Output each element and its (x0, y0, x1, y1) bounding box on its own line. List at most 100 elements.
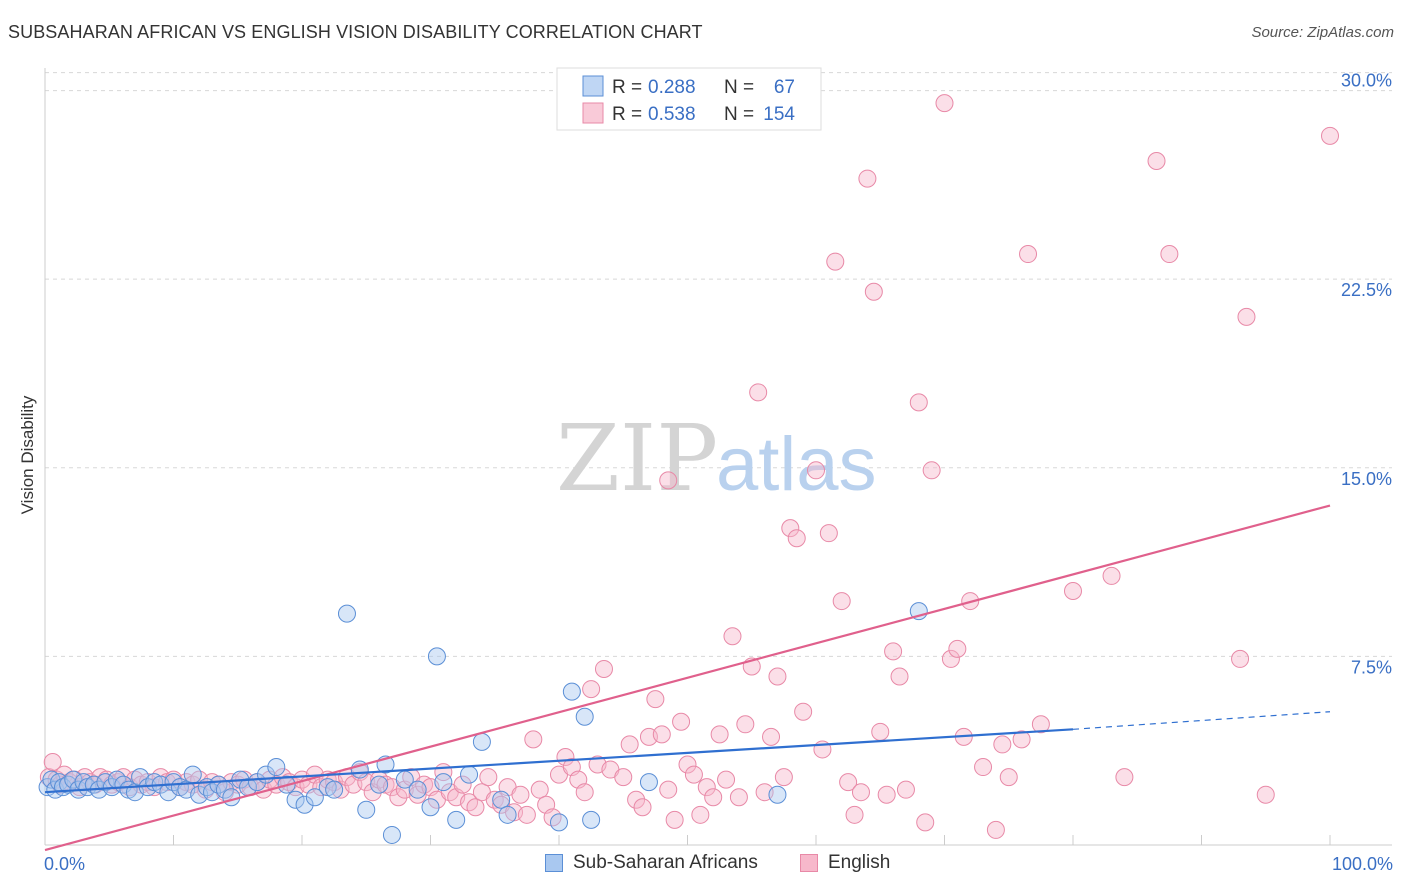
english-point (594, 659, 613, 678)
subsaharan-point (357, 800, 376, 819)
english-point (672, 712, 691, 731)
english-point (652, 725, 671, 744)
english-point (697, 778, 716, 797)
subsaharan-point (472, 732, 491, 751)
english-point (858, 169, 877, 188)
subsaharan-point (370, 775, 389, 794)
english-point (1031, 715, 1050, 734)
english-point (941, 649, 960, 668)
english-point (627, 790, 646, 809)
english-point (723, 627, 742, 646)
legend-item-subsaharan[interactable]: Sub-Saharan Africans (545, 852, 758, 874)
watermark-atlas: atlas (716, 422, 877, 507)
english-point (736, 715, 755, 734)
subsaharan-point (434, 773, 453, 792)
subsaharan-point (550, 813, 568, 832)
english-point (1147, 151, 1166, 170)
legend-swatch-pink (800, 854, 818, 872)
x-tick-labels: 0.0% 100.0% (44, 854, 1393, 874)
subsaharan-point (267, 758, 286, 777)
subsaharan-point (460, 765, 479, 784)
english-point (993, 735, 1012, 754)
english-point (710, 725, 729, 744)
subsaharan-point (562, 682, 581, 701)
english-point (909, 393, 928, 412)
english-point (922, 461, 941, 480)
subsaharan-point (427, 647, 446, 666)
english-point (884, 642, 903, 661)
english-point (768, 667, 787, 686)
english-point (935, 94, 954, 113)
chart-title: SUBSAHARAN AFRICAN VS ENGLISH VISION DIS… (8, 22, 703, 42)
english-point (646, 690, 665, 709)
english-point (794, 702, 813, 721)
subsaharan-point (408, 780, 427, 799)
english-point (832, 592, 851, 611)
english-point (530, 780, 549, 799)
english-point (582, 680, 601, 699)
subsaharan-point (59, 775, 78, 794)
english-point (749, 383, 768, 402)
english-point (1102, 566, 1121, 585)
english-point (453, 775, 472, 794)
legend-bottom: Sub-Saharan Africans English (0, 852, 1406, 878)
english-point (620, 735, 639, 754)
english-point (826, 252, 845, 271)
subsaharan-point (498, 805, 517, 824)
english-point (389, 788, 408, 807)
subsaharan-point (64, 770, 83, 789)
english-point (575, 783, 594, 802)
y-tick-label: 22.5% (1341, 280, 1392, 300)
subsaharan-point (337, 604, 356, 623)
subsaharan-point (325, 780, 344, 799)
watermark-zip: ZIP (556, 405, 718, 512)
subsaharan-point (582, 810, 601, 829)
y-tick-label: 30.0% (1341, 71, 1392, 91)
english-point (1019, 245, 1038, 264)
english-point (762, 727, 781, 746)
english-point (1012, 730, 1031, 749)
english-point (781, 519, 800, 538)
english-point (659, 471, 678, 490)
subsaharan-point (305, 788, 324, 807)
english-point (684, 765, 703, 784)
english-point (807, 461, 825, 480)
english-point (43, 753, 62, 772)
english-point (896, 780, 915, 799)
english-point (1115, 768, 1134, 787)
english-point (678, 755, 697, 774)
english-point (974, 758, 993, 777)
english-point (659, 780, 678, 799)
english-point (787, 529, 806, 548)
english-point (774, 768, 793, 787)
english-point (1231, 649, 1250, 668)
legend-label-english: English (828, 852, 891, 873)
watermark: ZIP atlas (556, 405, 877, 512)
trend-lines (44, 504, 1331, 852)
english-point (729, 788, 748, 807)
y-tick-labels: 7.5% 15.0% 22.5% 30.0% (1341, 71, 1392, 678)
english-point (1064, 582, 1082, 601)
x-tick-label-max: 100.0% (1332, 854, 1393, 874)
subsaharan-point (222, 788, 241, 807)
english-point (890, 667, 909, 686)
english-point (717, 770, 736, 789)
subsaharan-point (421, 798, 440, 817)
english-point (948, 639, 967, 658)
english-point (845, 805, 864, 824)
y-tick-label: 7.5% (1351, 657, 1392, 677)
subsaharan-point (768, 785, 787, 804)
english-point (511, 785, 530, 804)
english-point (479, 768, 498, 787)
english-point (466, 798, 485, 817)
english-point (691, 805, 710, 824)
english-point (704, 788, 723, 807)
legend-item-english[interactable]: English (800, 852, 890, 874)
source-label: Source: ZipAtlas.com (1251, 24, 1394, 41)
legend-swatch-blue (545, 854, 563, 872)
subsaharan-point (295, 795, 314, 814)
gridlines (45, 72, 1392, 657)
english-point (517, 805, 536, 824)
english-point (524, 730, 543, 749)
